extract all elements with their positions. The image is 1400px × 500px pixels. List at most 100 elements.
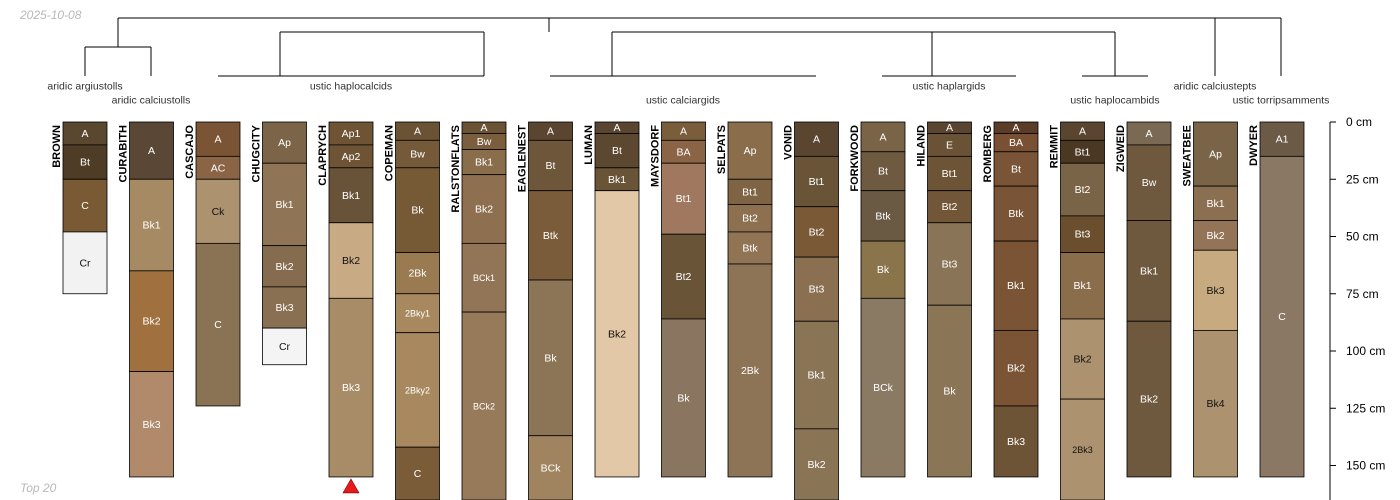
profile-cascajo: A AC Ck C CASCAJO xyxy=(184,121,241,407)
horizon-label: Bk xyxy=(677,392,690,404)
horizon-label: C xyxy=(414,468,422,480)
profile-selpats: Ap Bt1 Bt2 Btk 2Bk SELPATS xyxy=(716,121,773,478)
horizon-label: Bk2 xyxy=(142,316,160,328)
depth-axis: 0 cm 25 cm 50 cm 75 cm 100 cm 125 cm 150 cm xyxy=(1329,115,1385,500)
profile-name: MAYSDORF xyxy=(650,125,662,187)
profile-claprych: Ap1 Ap2 Bk1 Bk2 Bk3 CLAPRYCH xyxy=(317,121,374,494)
profile-name: LUMAN xyxy=(583,125,595,165)
depth-tick-label: 150 cm xyxy=(1346,459,1385,473)
profile-name: SELPATS xyxy=(716,125,728,174)
horizon-label: Ap2 xyxy=(342,151,361,163)
horizon-label: Bk3 xyxy=(275,302,293,314)
profile-name: ROMBERG xyxy=(982,125,994,182)
profile-name: SWEATBEE xyxy=(1182,125,1194,187)
depth-tick-label: 0 cm xyxy=(1346,115,1372,129)
horizon-block xyxy=(860,151,906,192)
horizon-block xyxy=(1060,215,1105,253)
depth-tick-label: 125 cm xyxy=(1346,401,1385,415)
horizon-label: Bt xyxy=(1011,163,1021,175)
horizon-block xyxy=(727,178,773,205)
horizon-label: Bt2 xyxy=(942,201,958,213)
horizon-label: Bt2 xyxy=(1075,184,1091,196)
group-label: ustic haplargids xyxy=(913,81,986,93)
horizon-label: Ap xyxy=(1209,149,1222,161)
profile-forkwood: A Bt Btk Bk BCk FORKWOOD xyxy=(849,121,906,478)
horizon-label: Bk2 xyxy=(608,328,626,340)
footer-label: Top 20 xyxy=(20,481,57,495)
horizon-label: Bk2 xyxy=(1140,394,1158,406)
group-label: aridic calciustolls xyxy=(112,95,191,107)
horizon-label: Ap xyxy=(278,137,291,149)
horizon-label: A1 xyxy=(1276,134,1289,146)
horizon-label: Bk3 xyxy=(342,382,360,394)
horizon-block xyxy=(727,204,773,233)
profile-luman: A Bt Bk1 Bk2 LUMAN xyxy=(583,121,640,478)
profile-sweatbee: Ap Bk1 Bk2 Bk3 Bk4 SWEATBEE xyxy=(1182,121,1238,478)
horizon-block xyxy=(594,190,640,478)
horizon-block xyxy=(993,405,1039,478)
horizon-block xyxy=(62,144,108,180)
horizon-block xyxy=(1193,329,1238,478)
horizon-block xyxy=(129,270,174,373)
profile-name: REMMIT xyxy=(1049,125,1061,169)
horizon-label: A xyxy=(813,134,820,146)
horizon-block xyxy=(62,178,108,233)
horizon-label: Bk xyxy=(411,205,424,217)
horizon-label: Bk2 xyxy=(1206,230,1224,242)
horizon-label: Bt3 xyxy=(809,284,825,296)
group-label: ustic calciargids xyxy=(646,95,720,107)
horizon-label: Bk2 xyxy=(1073,354,1091,366)
horizon-label: Bt3 xyxy=(1075,229,1091,241)
horizon-label: A xyxy=(81,128,88,140)
horizon-label: Bk2 xyxy=(342,255,360,267)
horizon-label: Bt xyxy=(612,145,622,157)
profile-name: CURABITH xyxy=(118,125,130,182)
horizon-label: Bk1 xyxy=(142,220,160,232)
horizon-label: Bw xyxy=(410,149,425,161)
dendrogram xyxy=(84,17,1282,77)
horizon-label: C xyxy=(1278,311,1286,323)
horizon-block xyxy=(1060,252,1105,320)
horizon-block xyxy=(461,311,507,500)
profile-chugcity: Ap Bk1 Bk2 Bk3 Cr CHUGCITY xyxy=(251,121,307,366)
horizon-label: Bt3 xyxy=(942,258,958,270)
horizon-label: Cr xyxy=(279,341,291,353)
horizon-label: Bk2 xyxy=(475,204,493,216)
horizon-label: BA xyxy=(676,146,690,158)
horizon-label: Bk xyxy=(943,386,956,398)
horizon-label: Btk xyxy=(875,210,891,222)
horizon-block xyxy=(528,139,573,192)
horizon-label: Btk xyxy=(742,242,758,254)
horizon-block xyxy=(461,174,507,244)
profile-romberg: A BA Bt Btk Bk1 Bk2 Bk3 ROMBERG xyxy=(982,121,1039,478)
horizon-label: 2Bk xyxy=(741,365,760,377)
horizon-block xyxy=(1126,320,1172,478)
horizon-label: Cr xyxy=(79,257,91,269)
horizon-block xyxy=(993,240,1039,331)
group-label: ustic haplocalcids xyxy=(310,81,392,93)
profile-name: BROWN xyxy=(51,125,63,168)
horizon-label: Bt2 xyxy=(742,213,758,225)
horizon-label: BCk2 xyxy=(473,402,495,412)
horizon-label: Btk xyxy=(1008,208,1024,220)
horizon-label: 2Bky2 xyxy=(405,385,430,395)
horizon-block xyxy=(794,121,839,157)
profile-zigweid: A Bw Bk1 Bk2 ZIGWEID xyxy=(1115,121,1172,478)
horizon-block xyxy=(1060,398,1105,500)
profile-vonid: A Bt1 Bt2 Bt3 Bk1 Bk2 VONID xyxy=(783,121,839,500)
horizon-label: A xyxy=(480,122,487,134)
horizon-label: A xyxy=(1079,126,1086,138)
group-label: aridic argiustolls xyxy=(47,81,122,93)
horizon-label: 2Bk xyxy=(408,268,427,280)
horizon-label: C xyxy=(214,319,222,331)
horizon-block xyxy=(195,242,241,407)
horizon-block xyxy=(927,304,972,478)
group-labels: aridic argiustolls aridic calciustolls ust… xyxy=(47,81,1329,107)
horizon-block xyxy=(129,121,174,180)
horizon-block xyxy=(993,151,1039,187)
horizon-label: Bt1 xyxy=(1075,146,1091,158)
horizon-label: Bk3 xyxy=(142,419,160,431)
horizon-block xyxy=(328,167,374,224)
horizon-block xyxy=(860,297,906,478)
horizon-label: BCk xyxy=(541,462,562,474)
